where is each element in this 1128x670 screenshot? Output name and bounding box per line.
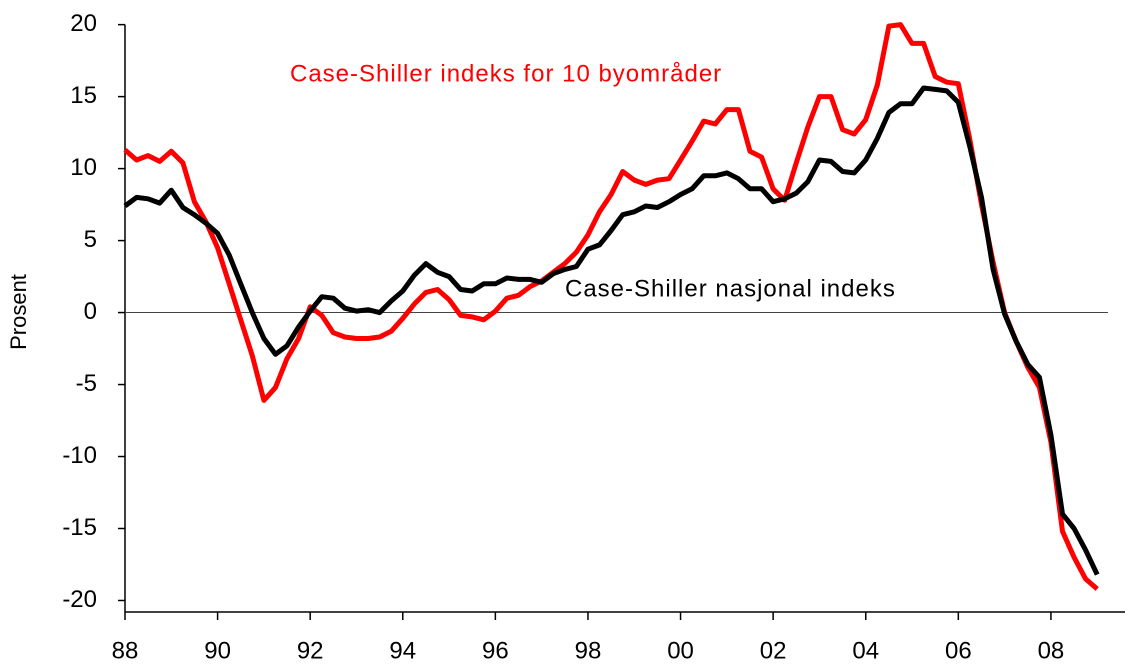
y-axis-label: Prosent xyxy=(6,274,31,350)
x-tick-label: 98 xyxy=(575,637,602,664)
x-tick-label: 08 xyxy=(1038,637,1065,664)
y-tick-label: 10 xyxy=(70,154,97,181)
x-tick-label: 90 xyxy=(204,637,231,664)
y-tick-label: -20 xyxy=(62,586,97,613)
x-tick-label: 96 xyxy=(482,637,509,664)
y-tick-label: 0 xyxy=(84,298,97,325)
series-line xyxy=(123,85,1100,576)
x-tick-label: 04 xyxy=(852,637,879,664)
y-tick-label: 15 xyxy=(70,82,97,109)
x-tick-label: 06 xyxy=(945,637,972,664)
x-tick-label: 94 xyxy=(389,637,416,664)
y-tick-label: -5 xyxy=(76,370,97,397)
x-tick-label: 88 xyxy=(112,637,139,664)
x-tick-label: 02 xyxy=(760,637,787,664)
x-tick-label: 00 xyxy=(667,637,694,664)
y-tick-label: -15 xyxy=(62,514,97,541)
series-line xyxy=(123,22,1099,591)
annotation: Case-Shiller nasjonal indeks xyxy=(565,275,896,302)
y-tick-label: 5 xyxy=(84,226,97,253)
y-tick-label: 20 xyxy=(70,10,97,37)
annotation: Case-Shiller indeks for 10 byområder xyxy=(290,60,722,87)
x-tick-label: 92 xyxy=(297,637,324,664)
y-tick-label: -10 xyxy=(62,442,97,469)
